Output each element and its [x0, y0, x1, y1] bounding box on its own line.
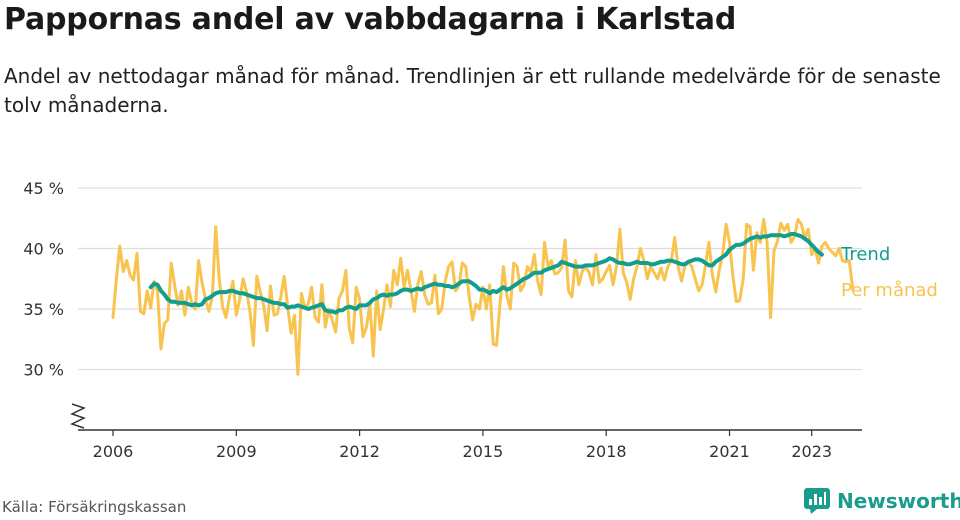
x-tick-label: 2006: [93, 442, 134, 461]
newsworthy-logo-icon: [804, 488, 830, 514]
x-tick-label: 2015: [463, 442, 504, 461]
brand-name: Newsworthy: [837, 489, 960, 513]
x-tick-label: 2021: [709, 442, 750, 461]
chart-title: Pappornas andel av vabbdagarna i Karlsta…: [4, 2, 737, 37]
series-lines: [111, 218, 855, 376]
y-tick-label: 40 %: [23, 240, 64, 259]
source-note: Källa: Försäkringskassan: [2, 498, 187, 516]
y-tick-label: 35 %: [23, 300, 64, 319]
x-tick-label: 2018: [586, 442, 627, 461]
chart-subtitle: Andel av nettodagar månad för månad. Tre…: [4, 64, 941, 117]
trend-series-line: [148, 232, 824, 315]
y-tick-label: 30 %: [23, 361, 64, 380]
monthly-series-line: [111, 218, 855, 376]
x-axis: 2006 2009 2012 2015 2018 2021 2023: [78, 429, 862, 461]
series-labels: Trend Per månad: [840, 244, 938, 301]
trend-series-label: Trend: [840, 244, 890, 265]
brand-logo-link[interactable]: Newsworthy: [804, 488, 960, 514]
monthly-series-label: Per månad: [841, 280, 938, 301]
x-tick-label: 2012: [339, 442, 380, 461]
y-axis-ticks: 30 % 35 % 40 % 45 %: [23, 179, 86, 429]
line-chart: 30 % 35 % 40 % 45 % 2006 2009 2012 2015 2018 202…: [23, 179, 938, 461]
x-tick-label: 2023: [791, 442, 832, 461]
x-tick-label: 2009: [216, 442, 257, 461]
y-tick-label: 45 %: [23, 179, 64, 198]
axis-break-icon: [70, 403, 86, 429]
